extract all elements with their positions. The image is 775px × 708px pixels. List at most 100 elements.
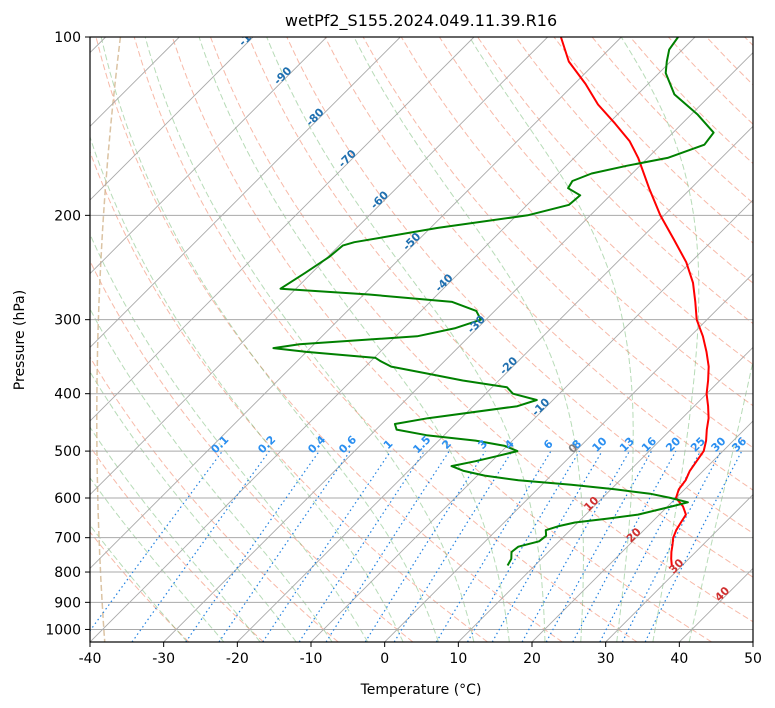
x-tick-label: 50: [744, 651, 762, 667]
isotherm-label: -70: [336, 147, 359, 170]
dry-adiabat-label: 10: [581, 494, 601, 514]
mixing-ratio-line: [298, 450, 425, 642]
isotherm-line: [752, 641, 753, 642]
y-tick-label: 100: [54, 30, 81, 46]
isotherm-line: [90, 37, 327, 275]
isotherm-line: [237, 125, 753, 642]
mixing-ratio-label: 0.6: [336, 433, 359, 456]
isotherm-label: -100: [236, 20, 265, 49]
isotherm-line: [90, 37, 622, 569]
isotherm-line: [90, 37, 696, 642]
dry-adiabat-line: [744, 37, 753, 47]
isotherm-label: -40: [432, 271, 455, 294]
moist-adiabat-line: [100, 37, 439, 642]
dry-adiabat-line: [90, 259, 414, 642]
x-tick-label: -20: [226, 651, 249, 667]
mixing-ratio-line: [262, 450, 392, 642]
dry-adiabat-line: [248, 37, 753, 578]
mixing-ratio-line: [218, 450, 351, 642]
mixing-ratio-label: 6: [541, 437, 556, 452]
moist-adiabat-line: [90, 308, 333, 642]
y-tick-label: 700: [54, 531, 81, 547]
moist-adiabat-line: [266, 37, 546, 642]
isotherm-line: [605, 494, 753, 642]
y-tick-label: 300: [54, 313, 81, 329]
mixing-ratio-label: 0.4: [305, 433, 328, 456]
isotherm-line: [163, 52, 753, 642]
isotherm-label: -60: [368, 188, 391, 211]
moist-adiabat-line: [90, 232, 369, 642]
mixing-ratio-line: [393, 450, 513, 642]
x-tick-label: 30: [597, 651, 615, 667]
dry-adiabat-label: 30: [666, 556, 686, 576]
moist-adiabat-line: [90, 476, 225, 642]
dry-adiabat-line: [553, 37, 753, 244]
moist-adiabat-line: [90, 524, 188, 642]
isotherm-label: -30: [465, 313, 488, 336]
y-tick-label: 200: [54, 208, 81, 224]
moist-adiabat-line: [90, 370, 297, 642]
y-tick-label: 900: [54, 595, 81, 611]
moist-adiabat-line: [144, 37, 475, 642]
mixing-ratio-line: [644, 450, 743, 642]
moist-adiabat-line: [469, 37, 634, 642]
y-tick-label: 400: [54, 387, 81, 403]
isotherm-line: [90, 37, 475, 422]
x-tick-label: 20: [523, 651, 541, 667]
plot-frame: [89, 36, 754, 643]
isotherm-line: [90, 37, 548, 496]
isotherm-label: -20: [497, 354, 520, 377]
x-axis-label: Temperature (°C): [360, 682, 482, 698]
moist-adiabat-line: [353, 37, 584, 642]
mixing-ratio-line: [545, 450, 653, 642]
moist-adiabat-line: [198, 37, 510, 642]
x-tick-label: -40: [79, 651, 102, 667]
mixing-ratio-line: [364, 450, 486, 642]
plot-area: 0.1 0.2 0.4 0.6 1 1.5 2 3 4 6 8 10 13 16 20 25 30 36-100-…: [90, 20, 753, 642]
y-tick-label: 800: [54, 565, 81, 581]
dry-adiabat-line: [515, 37, 753, 284]
y-tick-label: 600: [54, 491, 81, 507]
mixing-ratio-line: [325, 450, 450, 642]
isotherm-line: [90, 37, 254, 201]
mixing-ratio-label: 3: [476, 437, 491, 452]
dry-adiabat-line: [171, 37, 712, 642]
dry-adiabat-label: 20: [624, 525, 644, 545]
lcl-curve: [96, 37, 122, 642]
mixing-ratio-label: 13: [617, 435, 637, 455]
dry-adiabat-line: [668, 37, 753, 125]
x-tick-label: 0: [380, 651, 389, 667]
mixing-ratio-line: [435, 450, 552, 642]
dry-adiabat-line: [706, 37, 753, 86]
y-axis-label: Pressure (hPa): [12, 290, 28, 390]
dry-adiabat-line: [477, 37, 753, 325]
moist-adiabat-line: [90, 426, 261, 642]
x-tick-label: 10: [449, 651, 467, 667]
dry-adiabat-line: [90, 150, 488, 642]
dry-adiabat-label: 40: [712, 584, 732, 604]
x-tick-label: -10: [300, 651, 323, 667]
isotherm-line: [90, 37, 401, 348]
y-tick-label: 1000: [45, 622, 81, 638]
moist-adiabat-line: [90, 135, 404, 642]
x-tick-label: 40: [670, 651, 688, 667]
y-tick-label: 500: [54, 444, 81, 460]
chart-title: wetPf2_S155.2024.049.11.39.R16: [285, 11, 557, 31]
mixing-ratio-line: [185, 450, 320, 642]
mixing-ratio-label: 25: [688, 435, 708, 455]
dry-adiabat-line: [90, 531, 190, 642]
dry-adiabat-line: [90, 356, 339, 642]
x-tick-label: -30: [152, 651, 175, 667]
mixing-ratio-label: 2: [439, 437, 454, 452]
isotherm-line: [531, 420, 753, 642]
isotherm-line: [384, 273, 753, 642]
dry-adiabat-line: [210, 37, 753, 623]
mixing-ratio-line: [572, 450, 677, 642]
isotherm-line: [458, 346, 753, 642]
dry-adiabat-line: [90, 445, 264, 642]
mixing-ratio-line: [466, 450, 580, 642]
moist-adiabat-line: [688, 358, 753, 642]
mixing-ratio-label: 0.1: [208, 433, 231, 456]
dry-adiabat-line: [438, 37, 753, 366]
